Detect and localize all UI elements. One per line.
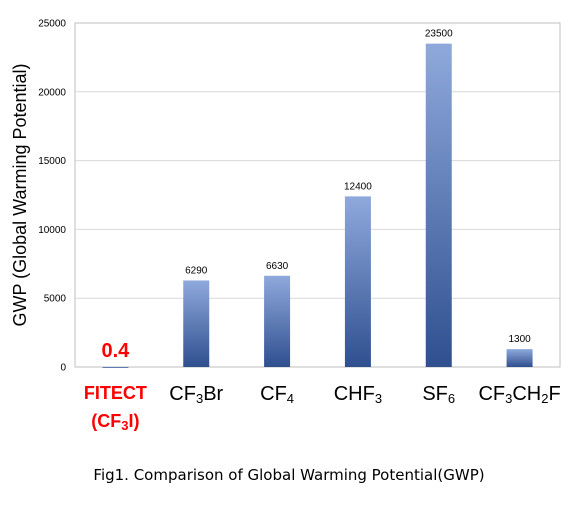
y-tick-label: 15000 [38, 156, 66, 167]
bar-fitect [102, 366, 129, 368]
data-labels: 0.4 6290 6630 12400 23500 1300 [102, 29, 532, 362]
bar [183, 280, 210, 367]
y-tick-labels: 0 5000 10000 15000 20000 25000 [38, 19, 66, 374]
data-label: 6290 [185, 265, 208, 276]
data-label: 1300 [508, 334, 531, 345]
data-label: 12400 [344, 181, 372, 192]
data-label: 23500 [425, 29, 453, 40]
category-label: SF6 [422, 383, 455, 406]
category-label: CF3CH2F [478, 383, 560, 406]
gwp-bar-chart: 0.4 6290 6630 12400 23500 1300 0 5000 10000 1500… [10, 19, 561, 433]
bar [264, 275, 291, 367]
gridlines [74, 22, 561, 368]
y-tick-label: 5000 [44, 294, 67, 305]
bar [425, 43, 452, 367]
y-axis-label: GWP (Global Warming Potential) [10, 63, 30, 326]
plot-area-border [74, 22, 561, 368]
bars [102, 43, 533, 368]
bar [344, 196, 371, 367]
category-label: CF3Br [169, 383, 223, 406]
category-label: CHF3 [334, 383, 382, 406]
data-label: 6630 [266, 261, 289, 272]
figure-caption: Fig1. Comparison of Global Warming Poten… [93, 466, 485, 484]
y-tick-label: 20000 [38, 87, 66, 98]
category-label-fitect: FITECT [84, 383, 147, 403]
y-tick-label: 10000 [38, 225, 66, 236]
category-label: CF4 [260, 383, 294, 406]
y-tick-label: 0 [60, 363, 66, 374]
x-category-labels: FITECT (CF3I) CF3Br CF4 CHF3 SF6 CF3CH2F [84, 383, 561, 433]
bar [506, 349, 533, 367]
category-label-fitect-formula: (CF3I) [91, 411, 139, 433]
y-tick-label: 25000 [38, 19, 66, 30]
data-label-fitect: 0.4 [102, 340, 131, 362]
